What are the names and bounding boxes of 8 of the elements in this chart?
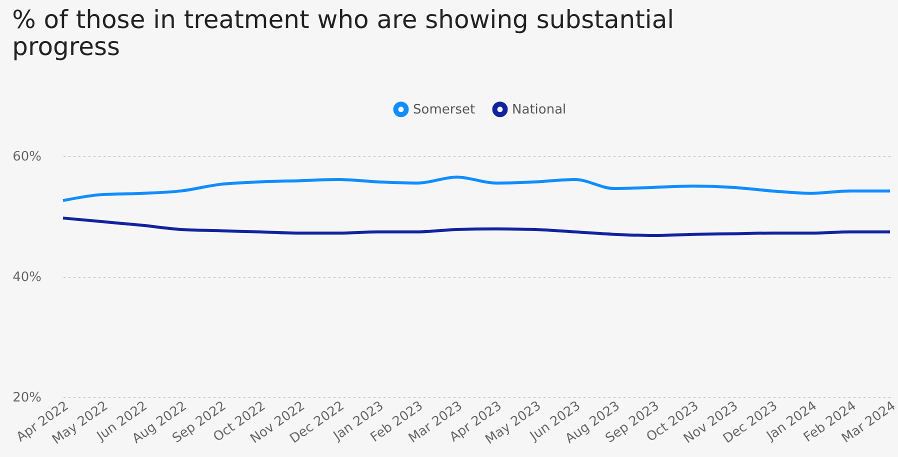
line-series bbox=[62, 176, 892, 202]
chart-title: % of those in treatment who are showing substantial progress bbox=[12, 5, 674, 61]
y-tick-label: 40% bbox=[12, 270, 42, 285]
y-tick-label: 60% bbox=[12, 150, 42, 164]
legend-label: Somerset bbox=[413, 102, 476, 118]
line-series bbox=[62, 216, 892, 238]
y-tick-label: 20% bbox=[12, 390, 42, 406]
legend-label: National bbox=[512, 102, 566, 118]
